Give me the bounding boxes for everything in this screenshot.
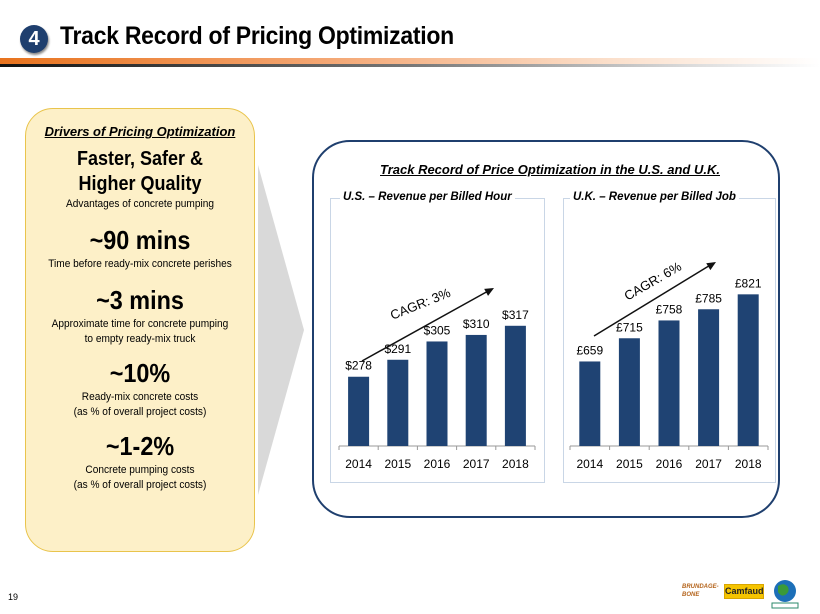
x-tick-label: 2018 — [502, 457, 529, 471]
uk-chart-title: U.K. – Revenue per Billed Job — [570, 191, 739, 203]
brundage-bone-logo: BRUNDAGE- BONE — [682, 584, 719, 598]
driver-desc: to empty ready-mix truck — [84, 333, 196, 345]
data-label: £821 — [735, 276, 762, 290]
driver-desc: (as % of overall project costs) — [73, 406, 207, 418]
data-label: £785 — [695, 291, 722, 305]
x-tick-label: 2015 — [384, 457, 411, 471]
panel-title: Track Record of Price Optimization in th… — [380, 162, 720, 177]
cagr-arrow — [361, 289, 491, 362]
x-tick-label: 2017 — [695, 457, 722, 471]
data-label: £758 — [656, 302, 683, 316]
cagr-label: CAGR: 3% — [388, 285, 453, 323]
driver-item: ~90 mins Time before ready-mix concrete … — [26, 226, 254, 272]
data-label: £715 — [616, 320, 643, 334]
chevron-arrow-icon — [258, 165, 304, 495]
drivers-panel: Drivers of Pricing Optimization Faster, … — [25, 108, 255, 552]
camfaud-logo: Camfaud — [724, 584, 764, 599]
bar — [465, 334, 487, 446]
driver-item: ~3 mins Approximate time for concrete pu… — [26, 286, 254, 347]
driver-item: ~10% Ready-mix concrete costs (as % of o… — [26, 359, 254, 420]
driver-item: ~1-2% Concrete pumping costs (as % of ov… — [26, 432, 254, 493]
bar — [387, 359, 409, 446]
bar — [579, 361, 601, 446]
x-tick-label: 2016 — [424, 457, 451, 471]
driver-value: ~3 mins — [96, 285, 184, 315]
x-tick-label: 2015 — [616, 457, 643, 471]
price-optimization-panel — [312, 140, 780, 518]
bar — [348, 376, 370, 446]
bar — [504, 325, 526, 446]
driver-value: Higher Quality — [78, 173, 202, 195]
cagr-arrow — [593, 263, 713, 337]
section-number-badge: 4 — [20, 25, 48, 53]
drivers-heading: Drivers of Pricing Optimization — [44, 124, 236, 139]
x-tick-label: 2014 — [345, 457, 372, 471]
x-tick-label: 2017 — [463, 457, 490, 471]
header-rule-orange — [0, 58, 820, 64]
arrow-head-icon — [484, 288, 494, 296]
driver-value: Faster, Safer & — [76, 148, 204, 170]
driver-desc: Ready-mix concrete costs — [81, 391, 199, 403]
data-label: $317 — [502, 308, 529, 322]
driver-desc: Advantages of concrete pumping — [66, 198, 214, 210]
driver-value: ~90 mins — [89, 225, 191, 255]
bar — [698, 309, 720, 446]
page-title: Track Record of Pricing Optimization — [60, 22, 454, 50]
arrow-head-icon — [706, 262, 716, 271]
us-chart-title: U.S. – Revenue per Billed Hour — [340, 191, 515, 203]
eco-pan-logo — [771, 580, 799, 609]
driver-desc: Concrete pumping costs — [85, 464, 195, 476]
data-label: $291 — [384, 342, 411, 356]
bar — [618, 338, 640, 446]
driver-item: Faster, Safer & Higher Quality Advantage… — [26, 147, 254, 212]
bar — [426, 341, 448, 446]
x-tick-label: 2014 — [576, 457, 603, 471]
data-label: $310 — [463, 317, 490, 331]
header-rule-dark — [0, 64, 820, 67]
data-label: $278 — [345, 359, 372, 373]
bar — [658, 320, 680, 446]
driver-value: ~10% — [109, 358, 171, 388]
driver-desc: Approximate time for concrete pumping — [51, 318, 229, 330]
data-label: £659 — [576, 343, 603, 357]
cagr-label: CAGR: 6% — [621, 258, 684, 303]
bar — [737, 294, 759, 446]
driver-value: ~1-2% — [105, 431, 175, 461]
x-tick-label: 2018 — [735, 457, 762, 471]
driver-desc: Time before ready-mix concrete perishes — [48, 258, 232, 270]
page-number: 19 — [8, 592, 19, 602]
driver-desc: (as % of overall project costs) — [73, 479, 207, 491]
data-label: $305 — [424, 323, 451, 337]
x-tick-label: 2016 — [656, 457, 683, 471]
